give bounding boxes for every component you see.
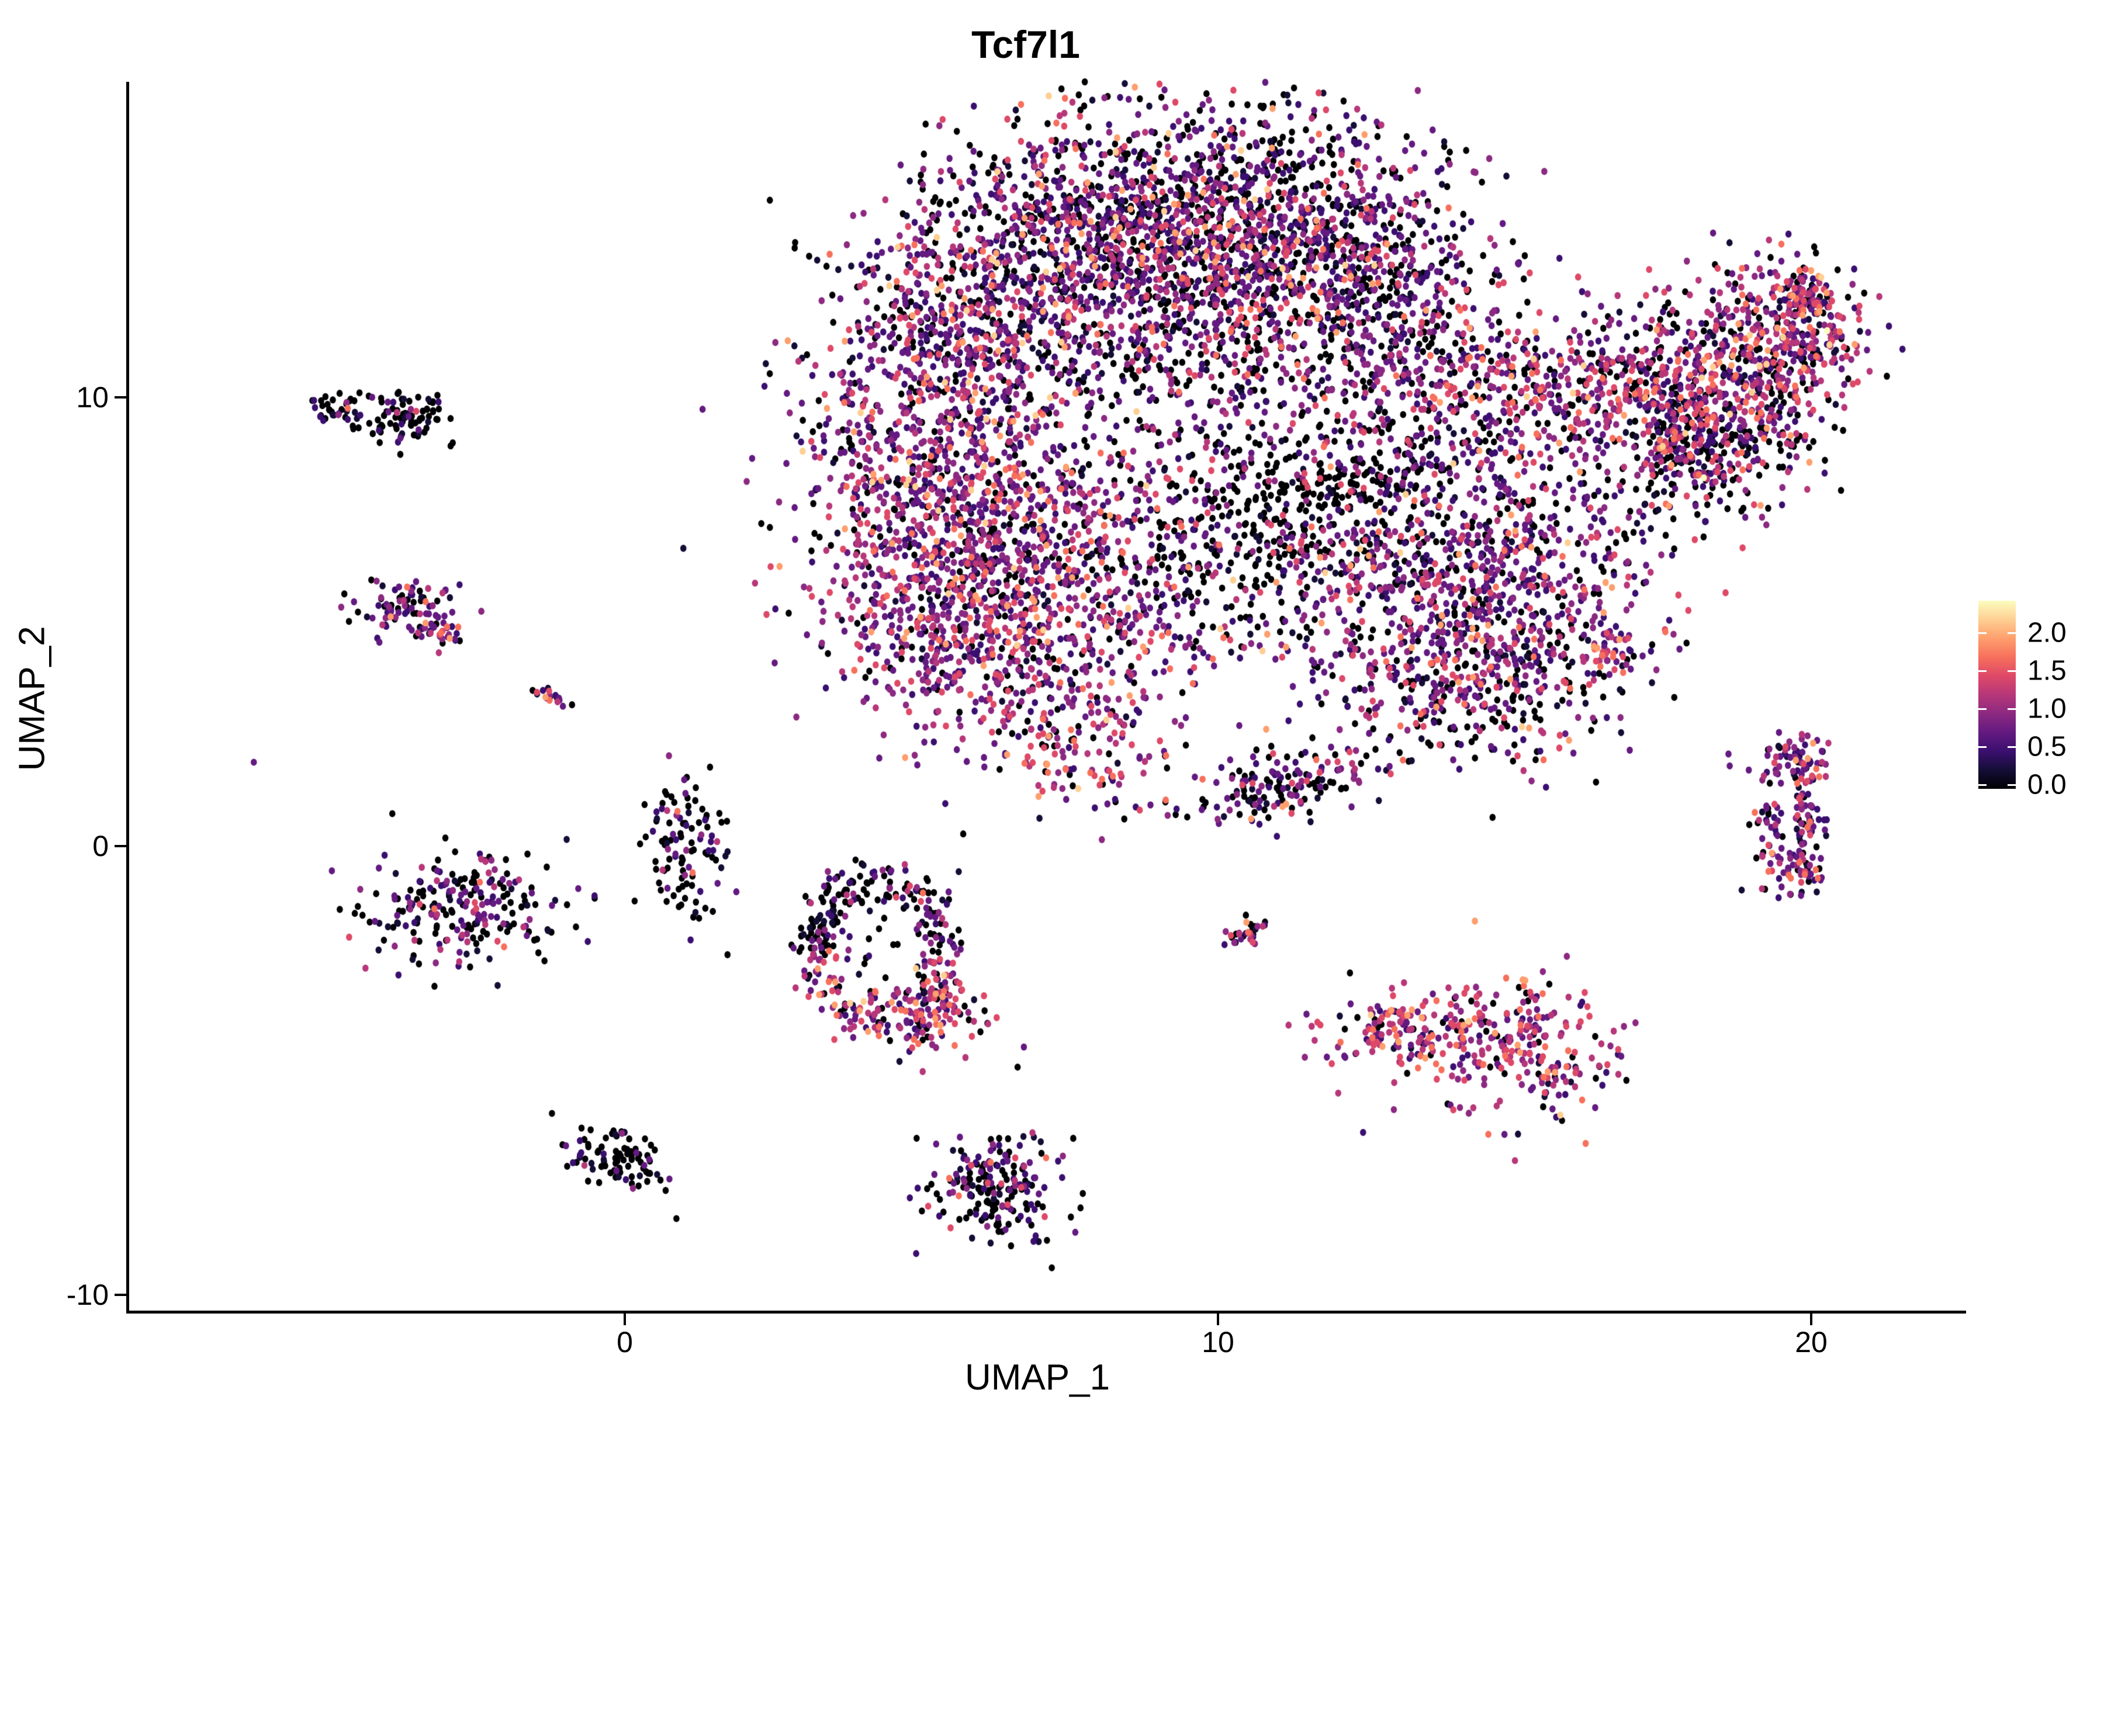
colorbar-tick-mark — [2008, 746, 2016, 748]
x-tick-mark — [624, 1314, 626, 1325]
y-tick-label: 0 — [92, 830, 109, 862]
x-axis-line — [126, 1311, 1966, 1314]
y-tick-label: 10 — [76, 381, 109, 414]
umap-feature-plot: Tcf7l1 UMAP_1 UMAP_2 0 10 20 10 0 -10 2.0 1.5… — [0, 0, 2104, 1402]
colorbar-tick-mark — [2008, 708, 2016, 710]
y-tick-label: -10 — [66, 1278, 109, 1311]
colorbar-tick-label: 2.0 — [2027, 617, 2067, 649]
colorbar-tick-mark — [2008, 670, 2016, 672]
colorbar-tick-mark — [2008, 784, 2016, 786]
y-axis-title: UMAP_2 — [12, 626, 53, 771]
x-tick-mark — [1810, 1314, 1812, 1325]
y-axis-line — [126, 82, 129, 1314]
x-axis-title: UMAP_1 — [964, 1357, 1110, 1398]
y-tick-mark — [115, 845, 126, 847]
plot-title: Tcf7l1 — [971, 23, 1080, 66]
colorbar-tick-mark — [1978, 632, 1987, 634]
colorbar-tick-label: 0.5 — [2027, 731, 2067, 763]
colorbar-tick-label: 0.0 — [2027, 769, 2067, 801]
y-tick-mark — [115, 1294, 126, 1296]
colorbar-tick-mark — [1978, 670, 1987, 672]
colorbar-tick-mark — [1978, 746, 1987, 748]
colorbar-tick-mark — [1978, 784, 1987, 786]
colorbar-tick-mark — [1978, 708, 1987, 710]
x-tick-label: 20 — [1795, 1326, 1828, 1359]
x-tick-mark — [1217, 1314, 1219, 1325]
colorbar-tick-label: 1.0 — [2027, 693, 2067, 725]
x-tick-label: 0 — [617, 1326, 633, 1359]
x-tick-label: 10 — [1202, 1326, 1234, 1359]
colorbar-tick-label: 1.5 — [2027, 655, 2067, 687]
y-tick-mark — [115, 396, 126, 399]
colorbar-tick-mark — [2008, 632, 2016, 634]
colorbar-gradient — [1978, 601, 2016, 789]
umap-scatter-canvas — [0, 0, 2104, 1402]
